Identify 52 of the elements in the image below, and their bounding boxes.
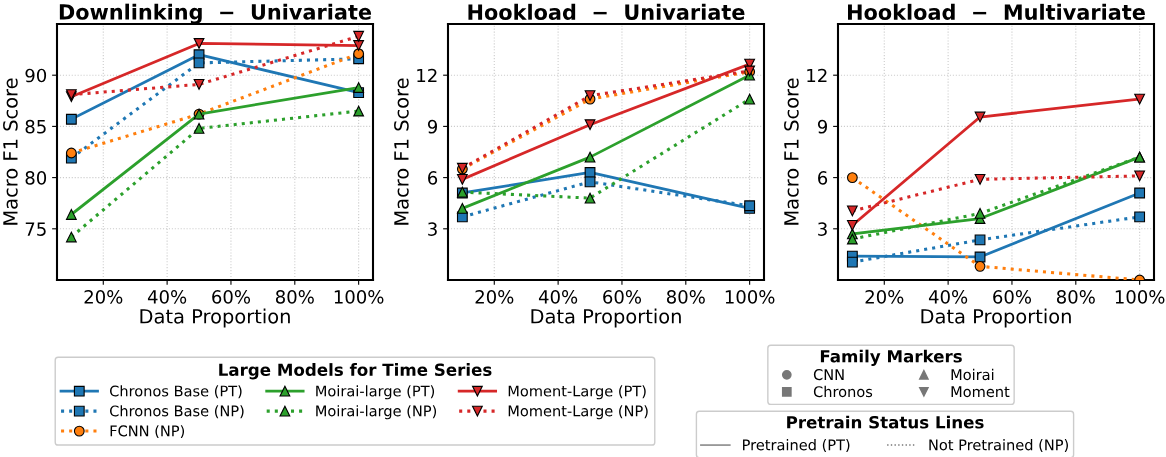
text: Moment — [951, 386, 1010, 398]
x-tick-label: 20% — [865, 290, 904, 304]
legend-label: Moment-Large (PT) — [508, 385, 646, 400]
chart-title: Hookload − Multivariate — [848, 3, 1145, 20]
text: Pretrain Status Lines — [787, 415, 984, 429]
y-tick-label: 12 — [417, 68, 437, 83]
x-axis-title: Data Proportion — [140, 308, 290, 328]
legend-label: Moirai-large (NP) — [316, 405, 437, 420]
x-tick-label: 80% — [1056, 290, 1095, 304]
text: Not Pretrained (NP) — [929, 439, 1068, 453]
x-tick-label: 100% — [725, 290, 775, 304]
x-axis-title: Data Proportion — [921, 308, 1071, 328]
x-tick-label: 20% — [475, 290, 514, 304]
y-tick-label: 3 — [428, 222, 437, 236]
y-tick-label: 75 — [25, 222, 46, 236]
legend-label: Moment-Large (NP) — [508, 405, 648, 420]
x-tick-label: 60% — [993, 290, 1032, 304]
y-tick-label: 90 — [25, 68, 47, 83]
y-tick-label: 85 — [25, 119, 46, 134]
text: Moirai — [951, 368, 994, 381]
x-tick-label: 40% — [538, 290, 578, 304]
legend-label: Moirai-large (PT) — [316, 385, 435, 400]
x-axis-title: Data Proportion — [531, 308, 681, 328]
text: Chronos — [813, 385, 873, 398]
text: Family Markers — [820, 349, 962, 366]
text: Pretrained (PT) — [743, 439, 850, 453]
chart-title: Hookload − Univariate — [468, 3, 745, 20]
x-tick-label: 20% — [84, 290, 123, 304]
x-tick-label: 100% — [1115, 290, 1165, 304]
legend-label: Chronos Base (PT) — [109, 385, 242, 399]
x-tick-label: 60% — [603, 290, 642, 304]
y-axis-title: Macro F1 Score — [3, 78, 18, 225]
chart-title: Downlinking − Univariate — [59, 3, 372, 24]
x-tick-label: 80% — [666, 290, 705, 304]
x-tick-label: 80% — [275, 290, 314, 304]
y-tick-label: 6 — [428, 171, 438, 185]
y-tick-label: 9 — [427, 119, 438, 134]
legend-label: Chronos Base (NP) — [109, 405, 244, 419]
x-tick-label: 60% — [212, 290, 251, 304]
y-tick-label: 6 — [818, 171, 828, 185]
y-tick-label: 9 — [817, 119, 828, 134]
y-axis-title: Macro F1 Score — [784, 78, 799, 225]
text: CNN — [813, 369, 844, 381]
x-tick-label: 40% — [147, 290, 187, 304]
x-tick-label: 40% — [928, 290, 968, 304]
y-tick-label: 80 — [25, 171, 47, 185]
x-tick-label: 100% — [334, 290, 384, 304]
y-tick-label: 12 — [807, 68, 827, 83]
legend-title: Large Models for Time Series — [219, 363, 492, 380]
y-tick-label: 3 — [818, 222, 827, 236]
y-axis-title: Macro F1 Score — [394, 78, 409, 225]
legend-label: FCNN (NP) — [110, 425, 185, 439]
